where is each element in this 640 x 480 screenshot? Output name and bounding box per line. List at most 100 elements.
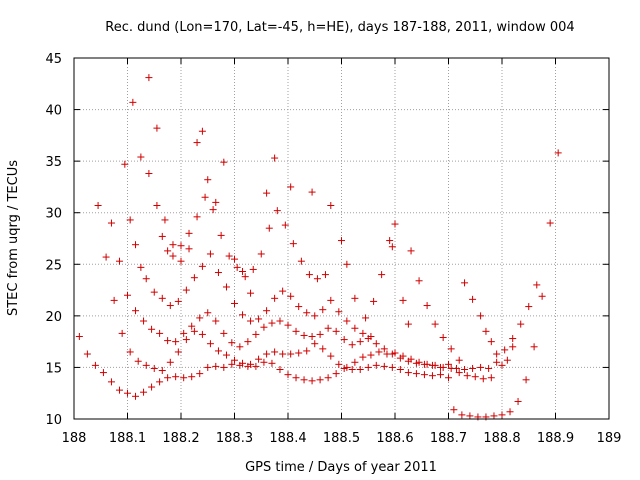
data-point <box>156 329 164 337</box>
data-point <box>148 325 156 333</box>
data-point <box>241 273 249 281</box>
data-point <box>477 312 485 320</box>
data-point <box>94 201 102 209</box>
data-point <box>214 347 222 355</box>
data-point <box>209 206 217 214</box>
data-point <box>190 327 198 335</box>
data-point <box>356 365 364 373</box>
data-point <box>249 265 257 273</box>
y-tick-label: 30 <box>45 207 62 222</box>
data-point <box>522 376 530 384</box>
data-point <box>244 338 252 346</box>
data-point <box>148 383 156 391</box>
data-point <box>404 369 412 377</box>
data-point <box>351 294 359 302</box>
data-point <box>212 198 220 206</box>
data-point <box>338 237 345 245</box>
data-point <box>198 262 206 270</box>
data-point <box>174 297 182 305</box>
data-point <box>517 320 525 328</box>
data-point <box>463 372 471 380</box>
data-point <box>115 257 123 265</box>
data-point <box>428 361 436 369</box>
x-tick-label: 188.8 <box>483 431 520 446</box>
y-tick-label: 40 <box>45 104 62 119</box>
data-point <box>166 302 174 310</box>
data-point <box>332 370 340 378</box>
data-point <box>158 367 166 375</box>
data-point <box>436 371 444 379</box>
data-point <box>436 363 444 371</box>
data-point <box>487 374 495 382</box>
data-points <box>75 74 562 421</box>
data-point <box>324 324 332 332</box>
data-point <box>327 296 335 304</box>
data-point <box>134 357 142 365</box>
data-point <box>370 297 378 305</box>
data-point <box>287 350 295 358</box>
data-point <box>124 291 131 299</box>
data-point <box>498 361 506 369</box>
data-point <box>140 388 148 396</box>
data-point <box>367 351 375 359</box>
plot-frame <box>73 57 610 420</box>
data-point <box>439 334 447 342</box>
data-point <box>225 252 233 260</box>
data-point <box>506 408 514 416</box>
data-point <box>292 374 300 382</box>
data-point <box>182 286 190 294</box>
data-point <box>265 224 273 232</box>
data-point <box>319 345 327 353</box>
data-point <box>364 363 372 371</box>
data-point <box>388 363 396 371</box>
data-point <box>156 378 164 386</box>
data-point <box>206 250 214 258</box>
data-point <box>303 309 311 317</box>
data-point <box>313 275 321 283</box>
data-point <box>276 317 284 325</box>
data-point <box>166 358 174 366</box>
data-point <box>185 245 193 253</box>
data-point <box>482 327 490 335</box>
data-point <box>188 373 196 381</box>
data-point <box>132 307 140 315</box>
data-point <box>455 369 463 377</box>
data-point <box>222 283 230 291</box>
data-point <box>319 306 327 314</box>
data-point <box>220 158 228 166</box>
data-point <box>356 338 364 346</box>
data-point <box>214 269 222 277</box>
data-point <box>461 279 469 287</box>
data-point <box>271 348 279 356</box>
data-point <box>239 359 247 367</box>
data-point <box>193 139 201 147</box>
data-point <box>453 364 461 372</box>
data-point <box>477 363 485 371</box>
data-point <box>83 350 91 358</box>
data-point <box>182 336 190 344</box>
data-point <box>204 176 212 184</box>
data-point <box>415 277 423 285</box>
data-point <box>305 271 313 279</box>
data-point <box>292 327 300 335</box>
data-point <box>257 250 265 258</box>
data-point <box>367 332 375 340</box>
data-point <box>391 220 399 228</box>
data-point <box>129 98 137 106</box>
data-point <box>279 350 287 358</box>
x-tick-label: 188 <box>62 431 87 446</box>
x-tick-labels: 188 188.1 188.2 188.3 188.4 188.5 188.6 188.7 18… <box>62 431 622 446</box>
data-point <box>546 219 554 227</box>
data-point <box>164 374 172 382</box>
data-point <box>107 219 115 227</box>
x-tick-label: 188.7 <box>430 431 467 446</box>
data-point <box>554 149 562 157</box>
data-point <box>362 314 370 322</box>
data-point <box>372 340 380 348</box>
data-point <box>284 371 292 379</box>
data-point <box>300 331 308 339</box>
data-point <box>423 302 431 310</box>
data-point <box>99 369 107 377</box>
data-point <box>375 348 383 356</box>
data-point <box>378 271 386 279</box>
